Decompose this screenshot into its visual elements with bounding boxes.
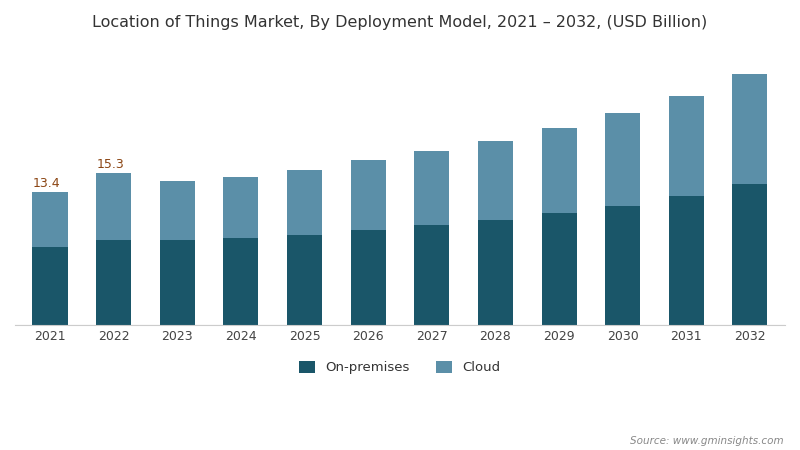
- Bar: [606, 206, 640, 325]
- Bar: [160, 240, 194, 325]
- Bar: [223, 238, 258, 325]
- Title: Location of Things Market, By Deployment Model, 2021 – 2032, (USD Billion): Location of Things Market, By Deployment…: [92, 15, 708, 30]
- Legend: On-premises, Cloud: On-premises, Cloud: [294, 356, 506, 379]
- Bar: [96, 173, 131, 240]
- Bar: [733, 74, 767, 184]
- Bar: [287, 170, 322, 235]
- Bar: [33, 248, 67, 325]
- Bar: [414, 151, 450, 225]
- Bar: [478, 141, 513, 220]
- Text: Source: www.gminsights.com: Source: www.gminsights.com: [630, 436, 784, 446]
- Bar: [478, 220, 513, 325]
- Bar: [669, 196, 704, 325]
- Bar: [287, 235, 322, 325]
- Bar: [350, 230, 386, 325]
- Text: 15.3: 15.3: [97, 158, 124, 171]
- Bar: [542, 213, 577, 325]
- Bar: [606, 113, 640, 206]
- Bar: [414, 225, 450, 325]
- Text: 13.4: 13.4: [33, 177, 61, 189]
- Bar: [223, 177, 258, 238]
- Bar: [350, 160, 386, 230]
- Bar: [33, 192, 67, 248]
- Bar: [160, 181, 194, 240]
- Bar: [669, 96, 704, 196]
- Bar: [733, 184, 767, 325]
- Bar: [542, 128, 577, 213]
- Bar: [96, 240, 131, 325]
